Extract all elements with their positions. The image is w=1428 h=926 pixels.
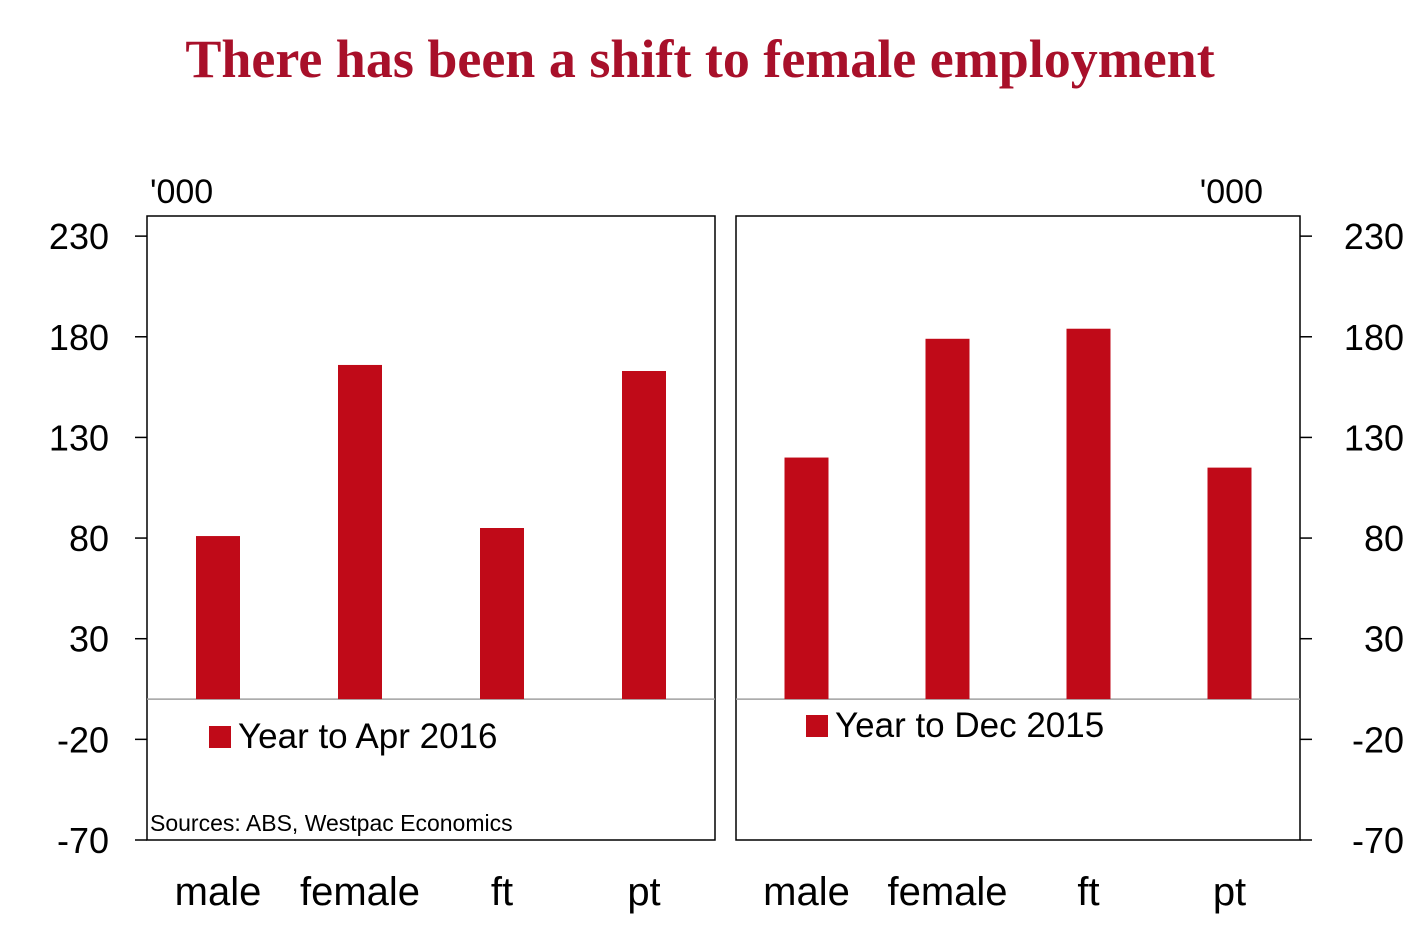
panel-1-bar-female [338, 364, 382, 700]
panel-2-y-tick-label: -20 [1352, 719, 1404, 760]
panel-2-y-tick-label: 180 [1344, 317, 1404, 358]
panel-1-y-tick-label: 230 [49, 216, 109, 257]
panel-1-bar-ft [480, 528, 524, 700]
panel-1-category-label-ft: ft [491, 870, 513, 914]
panel-2-bar-female [925, 338, 970, 700]
panel-1-y-tick-label: 30 [69, 619, 109, 660]
panel-2-category-label-female: female [887, 870, 1007, 914]
panel-1-category-label-male: male [175, 870, 262, 914]
source-note: Sources: ABS, Westpac Economics [150, 810, 513, 836]
panel-1-bar-pt [622, 370, 666, 700]
panel-2-unit-label: '000 [1200, 173, 1263, 211]
panel-2-category-label-pt: pt [1213, 870, 1246, 914]
panel-1-y-tick-label: 180 [49, 317, 109, 358]
panel-2-plot-frame [735, 215, 1301, 841]
panel-2-y-tick-label: 130 [1344, 417, 1404, 458]
panel-2-legend-swatch [806, 715, 828, 737]
panel-2-y-tick-label: 30 [1364, 619, 1404, 660]
panel-1-y-tick-label: -20 [57, 719, 109, 760]
panel-1-unit-label: '000 [150, 173, 213, 211]
panel-2-y-tick-label: -70 [1352, 820, 1404, 861]
panel-2-bar-pt [1207, 467, 1252, 700]
panel-2-category-label-ft: ft [1077, 870, 1099, 914]
panel-2-legend-label: Year to Dec 2015 [835, 706, 1104, 745]
panel-2-y-tick-label: 80 [1364, 518, 1404, 559]
panel-1-bar-male [196, 536, 240, 700]
panel-2-category-label-male: male [763, 870, 850, 914]
panel-1-y-tick-label: -70 [57, 820, 109, 861]
panel-1-legend-label: Year to Apr 2016 [238, 717, 497, 756]
panel-1-plot-frame [146, 215, 716, 841]
panel-1-category-label-pt: pt [627, 870, 660, 914]
panel-2-y-tick-label: 230 [1344, 216, 1404, 257]
panel-2-bar-male [784, 457, 829, 700]
panel-1-y-tick-label: 130 [49, 417, 109, 458]
panel-1-y-tick-label: 80 [69, 518, 109, 559]
chart-title: There has been a shift to female employm… [185, 29, 1215, 89]
panel-1-legend-swatch [209, 726, 231, 748]
panel-2-bar-ft [1066, 328, 1111, 700]
panel-1-category-label-female: female [300, 870, 420, 914]
